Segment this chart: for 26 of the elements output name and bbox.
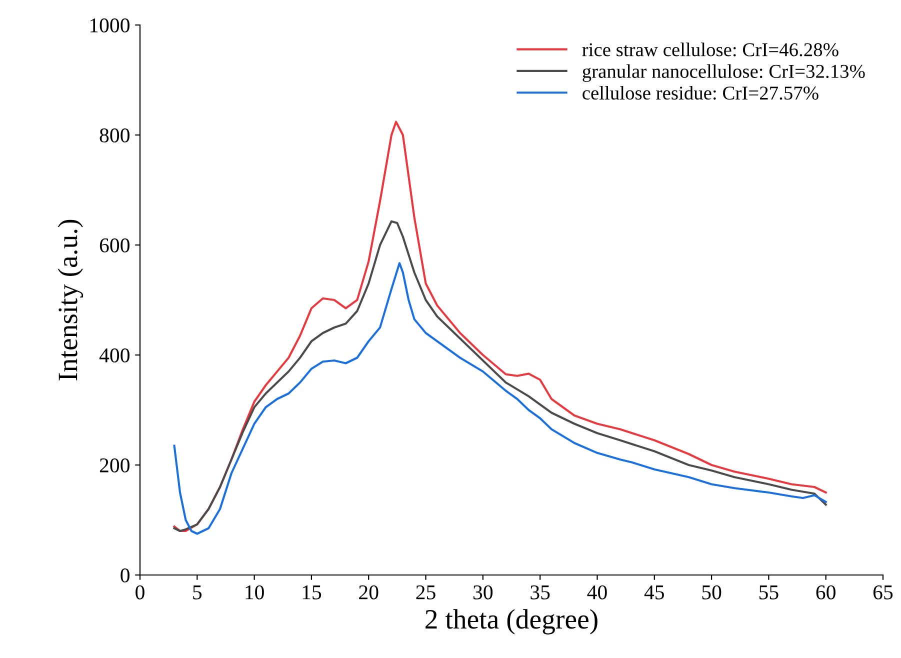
- x-tick-label: 50: [702, 585, 722, 600]
- x-tick-label: 30: [474, 585, 493, 600]
- x-tick-label: 55: [759, 586, 778, 600]
- y-tick-label: 600: [100, 238, 130, 252]
- line-series: [173, 120, 827, 532]
- legend-label: rice straw cellulose: CrI=46.28%: [582, 42, 838, 56]
- y-tick-label: 800: [100, 128, 130, 142]
- legend-label: cellulose residue: CrI=27.57%: [582, 86, 818, 100]
- y-tick-label: 400: [99, 348, 130, 362]
- x-tick-label: 25: [416, 585, 436, 600]
- x-tick-label: 20: [359, 585, 378, 600]
- y-tick-label: 1000: [90, 18, 130, 32]
- x-tick-label: 45: [644, 585, 664, 600]
- y-tick-label: 0: [120, 568, 130, 582]
- legend-label: granular nanocellulose: CrI=32.13%: [582, 64, 865, 82]
- x-tick-label: 65: [873, 585, 893, 600]
- x-axis-title: 2 theta (degree): [426, 609, 598, 634]
- y-axis-title: Intensity (a.u.): [58, 220, 84, 380]
- x-tick-label: 0: [136, 585, 144, 600]
- x-tick-label: 35: [530, 585, 550, 600]
- x-tick-label: 15: [302, 585, 322, 600]
- x-tick-label: 5: [193, 586, 202, 600]
- x-tick-label: 40: [587, 585, 607, 600]
- y-tick-label: 200: [100, 458, 130, 472]
- x-tick-label: 60: [816, 585, 836, 600]
- x-tick-label: 10: [246, 585, 264, 600]
